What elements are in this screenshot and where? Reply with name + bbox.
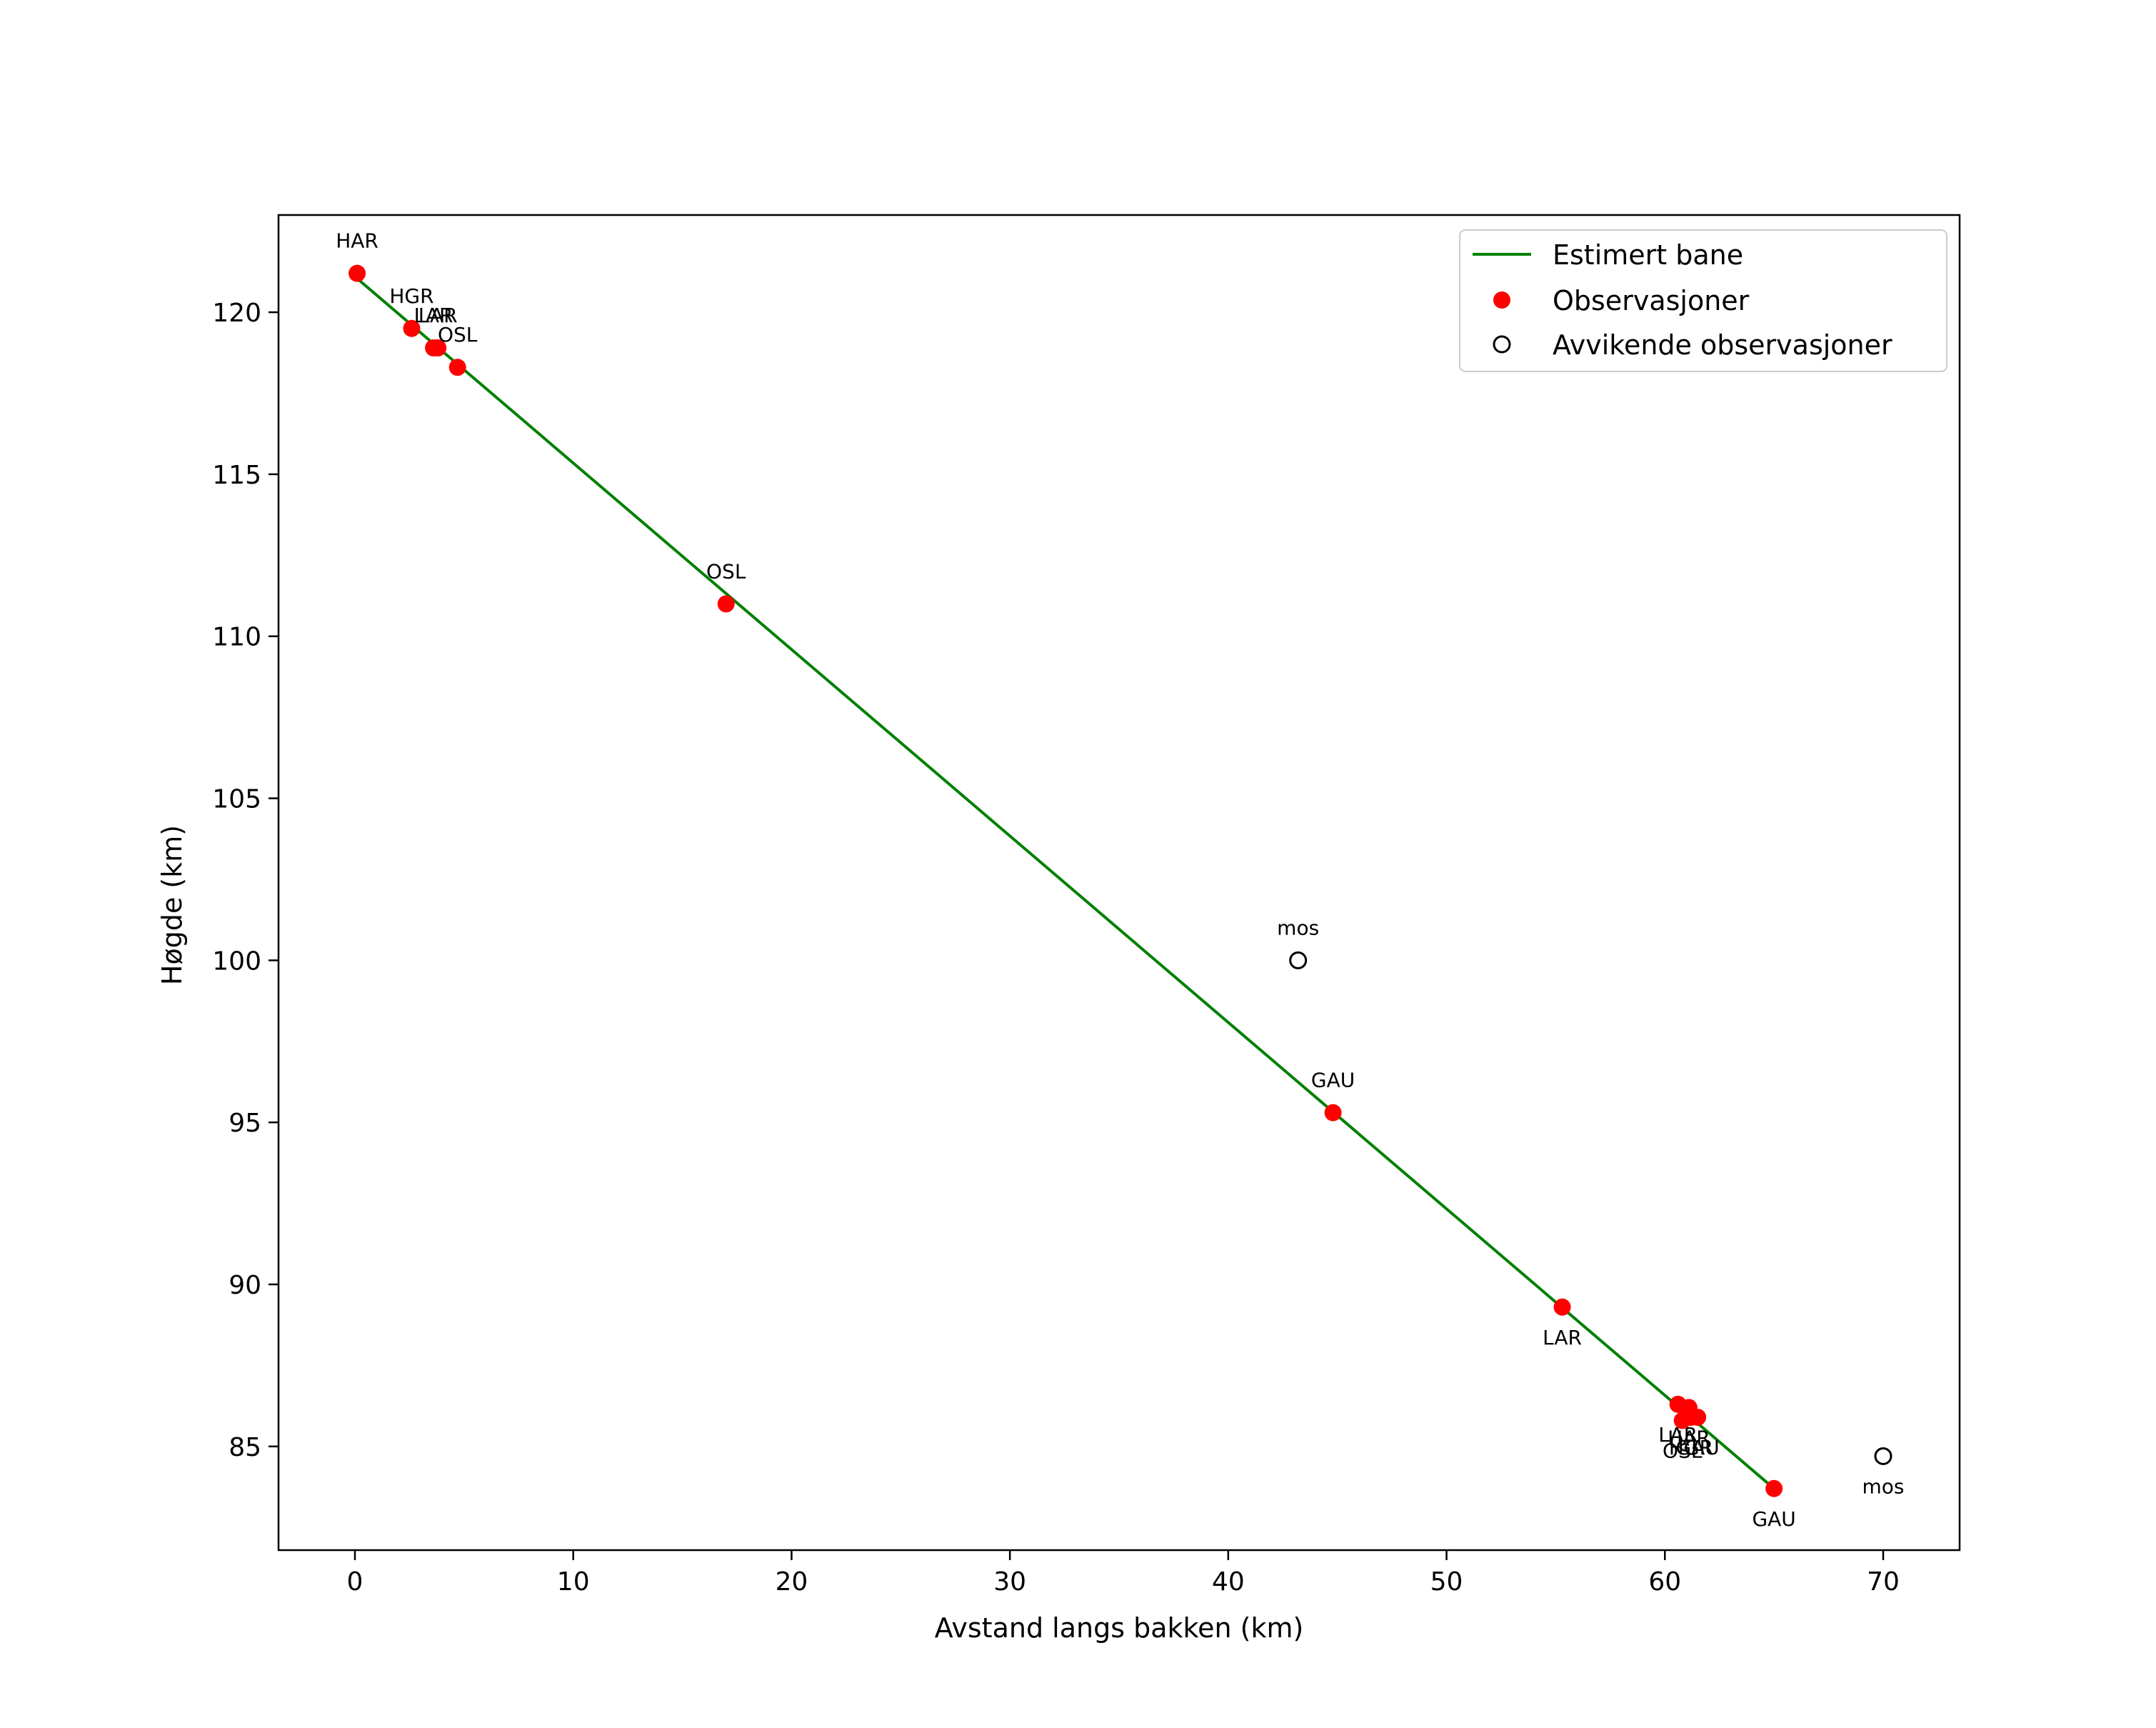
axes: 0 10 20 30 40 50 60 70 85 90 95 100 105 110 115 120 [212, 214, 1961, 1597]
observation-label: LAR [414, 304, 453, 327]
observation-point [429, 339, 447, 356]
observation-point [1553, 1298, 1571, 1316]
y-tick-label: 105 [212, 785, 261, 814]
x-tick-label: 70 [1867, 1567, 1900, 1597]
y-tick-label: 90 [229, 1271, 261, 1300]
x-tick-label: 40 [1212, 1567, 1245, 1597]
y-tick-label: 115 [212, 461, 261, 490]
legend-observation-marker [1493, 291, 1510, 309]
observation-label: OSL [706, 559, 746, 583]
observation-label: HAR [1668, 1426, 1710, 1449]
observation-label: HGR [389, 284, 433, 308]
legend-frame [1459, 229, 1947, 372]
y-tick-label: 110 [212, 623, 261, 652]
legend-entry-estimated-path: Estimert bane [1553, 239, 1743, 271]
x-tick-label: 50 [1430, 1567, 1463, 1597]
y-tick-label: 85 [229, 1433, 261, 1462]
estimated-path-line [354, 275, 1775, 1490]
y-tick-label: 95 [229, 1109, 261, 1138]
observation-label: LAR [1543, 1326, 1582, 1349]
observation-point [1689, 1409, 1707, 1427]
y-tick-label: 120 [212, 299, 261, 328]
x-tick-label: 0 [347, 1567, 363, 1597]
y-axis-label: Høgde (km) [156, 825, 188, 985]
observation-label: HAR [336, 229, 378, 253]
observation-point [448, 359, 466, 376]
outlier-point [1874, 1447, 1892, 1465]
plot-area: HARHGRLARLAROSLOSLGAULARLARHAROSLHGRGAUG… [336, 229, 1904, 1531]
observation-label: HGR [1669, 1436, 1713, 1459]
observation-label: OSL [1663, 1439, 1703, 1463]
observation-point [1324, 1104, 1342, 1122]
observation-point [403, 319, 421, 337]
x-axis-label: Avstand langs bakken (km) [935, 1612, 1304, 1644]
outlier-label: mos [1862, 1474, 1905, 1498]
observation-point [1765, 1479, 1783, 1497]
observation-label: GAU [1675, 1436, 1719, 1459]
plot-frame [277, 214, 1961, 1552]
legend-entry-outliers: Avvikende observasjoner [1553, 329, 1892, 361]
legend-outlier-marker [1493, 335, 1511, 354]
x-tick-label: 30 [993, 1567, 1026, 1597]
legend: Estimert bane Observasjoner Avvikende ob… [1459, 229, 1947, 372]
outlier-label: mos [1277, 916, 1319, 939]
x-tick-label: 20 [776, 1567, 808, 1597]
y-tick-label: 100 [212, 947, 261, 976]
observation-point [717, 595, 735, 613]
x-tick-label: 10 [557, 1567, 590, 1597]
legend-entry-observations: Observasjoner [1553, 285, 1750, 316]
observation-label: GAU [1311, 1069, 1355, 1092]
observation-label: LAR [418, 304, 458, 327]
outlier-point [1289, 951, 1308, 969]
x-tick-label: 60 [1648, 1567, 1681, 1597]
observation-point [349, 264, 366, 282]
observation-label: GAU [1752, 1507, 1795, 1531]
observation-label: OSL [438, 323, 478, 346]
